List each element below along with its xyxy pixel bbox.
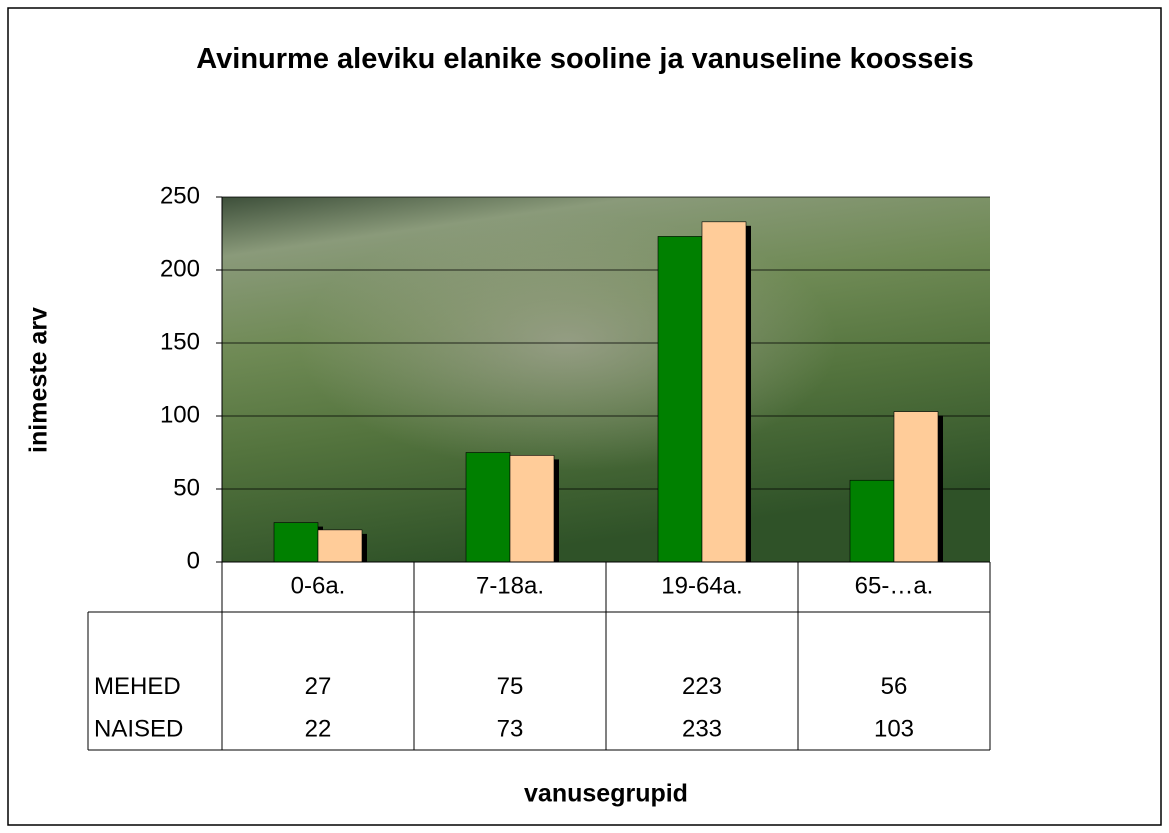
y-tick-label: 0 <box>187 547 200 574</box>
bar <box>702 222 746 562</box>
bar <box>510 455 554 562</box>
chart: vanusegrupid inimeste arv 0 50 100 150 200 25… <box>0 0 1169 833</box>
y-tick-label: 50 <box>173 474 200 501</box>
chart-title: Avinurme aleviku elanike sooline ja vanu… <box>160 38 1010 81</box>
bar <box>658 236 702 562</box>
y-tick-label: 250 <box>160 182 200 209</box>
y-tick-label: 200 <box>160 255 200 282</box>
bar <box>274 523 318 562</box>
x-tick-label: 65-…a. <box>855 572 934 599</box>
x-axis-title: vanusegrupid <box>524 780 688 808</box>
y-tick-label: 100 <box>160 401 200 428</box>
x-tick-label: 19-64a. <box>661 572 742 599</box>
bar <box>466 453 510 563</box>
table-value: 27 <box>305 673 332 700</box>
bar <box>894 412 938 562</box>
table-value: 233 <box>682 715 722 742</box>
table-value: 22 <box>305 715 332 742</box>
y-axis-title: inimeste arv <box>25 307 53 453</box>
table-value: 75 <box>497 673 524 700</box>
table-value: 223 <box>682 673 722 700</box>
x-tick-label: 0-6a. <box>291 572 346 599</box>
x-tick-label: 7-18a. <box>476 572 544 599</box>
bar <box>850 480 894 562</box>
bar <box>318 530 362 562</box>
table-value: 56 <box>881 673 908 700</box>
table-value: 73 <box>497 715 524 742</box>
legend-label: NAISED <box>94 715 183 742</box>
page: {"chart_data": {"type": "bar", "title": … <box>0 0 1169 833</box>
table-value: 103 <box>874 715 914 742</box>
legend-label: MEHED <box>94 673 181 700</box>
y-tick-label: 150 <box>160 328 200 355</box>
